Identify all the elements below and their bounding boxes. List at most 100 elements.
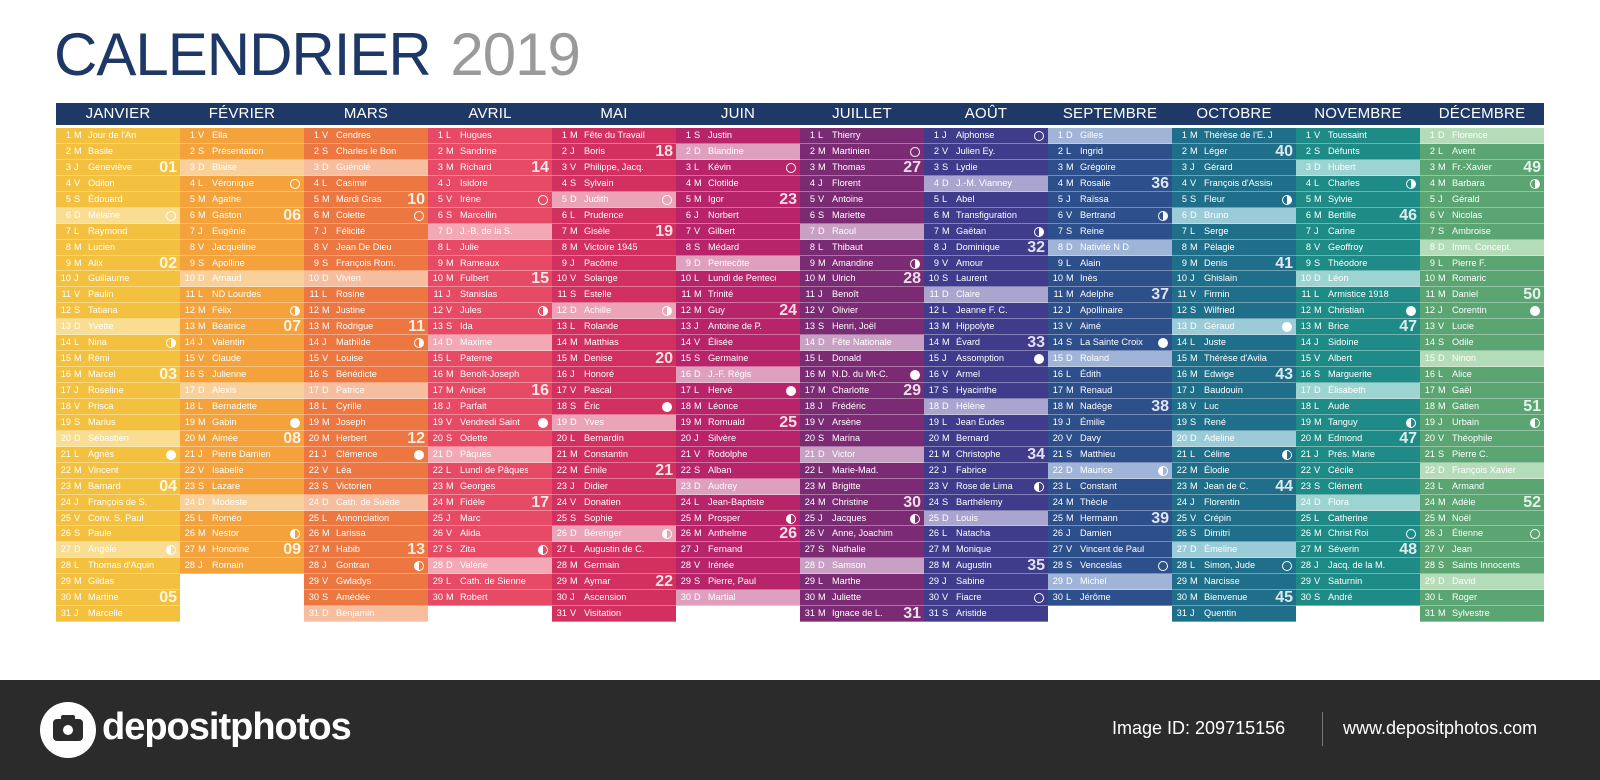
day-row: 22 M Élodie [1172, 462, 1296, 479]
day-row: 25 V Crépin [1172, 510, 1296, 527]
day-number: 15 [60, 353, 71, 364]
day-of-week: J [1066, 416, 1071, 427]
day-row: 29 D David [1420, 574, 1544, 591]
saint-name: ND Lourdes [212, 289, 262, 300]
saint-name: Hervé [708, 385, 733, 395]
saint-name: Audrey [708, 480, 738, 491]
day-number: 15 [184, 353, 195, 364]
day-number: 15 [556, 353, 567, 364]
saint-name: Jean-Baptiste [708, 496, 765, 507]
saint-name: Florent [832, 177, 861, 188]
saint-name: Isidore [460, 177, 488, 188]
saint-name: Matthieu [1080, 448, 1116, 459]
day-of-week: L [1066, 592, 1072, 603]
saint-name: Alain [1080, 257, 1101, 268]
day-number: 28 [928, 560, 939, 571]
moon-phase-icon [1034, 354, 1044, 365]
saint-name: Davy [1080, 432, 1101, 443]
saint-name: Donatien [584, 496, 621, 507]
day-row: 24 M Fidèle 17 [428, 494, 552, 511]
day-number: 16 [1424, 369, 1435, 380]
day-number: 12 [804, 305, 815, 316]
saint-name: Roger [1452, 592, 1478, 603]
moon-phase-icon [1282, 449, 1292, 460]
day-number: 29 [556, 576, 567, 587]
day-row: 24 J Florentin [1172, 494, 1296, 511]
day-number: 3 [809, 161, 815, 172]
day-of-week: M [1438, 400, 1446, 411]
day-row: 19 M Joseph [304, 414, 428, 431]
saint-name: Trinité [708, 289, 734, 300]
day-of-week: M [74, 576, 82, 587]
day-row: 8 M Pélagie [1172, 239, 1296, 256]
saint-name: Constant [1080, 480, 1117, 491]
day-of-week: M [942, 560, 950, 571]
day-row: 17 M Anicet 16 [428, 383, 552, 399]
day-number: 6 [437, 209, 443, 220]
day-row: 6 J Norbert [676, 207, 800, 224]
site-url-link[interactable]: www.depositphotos.com [1343, 718, 1538, 738]
saint-name: Gildas [88, 576, 115, 587]
day-row: 12 M Justine [304, 303, 428, 320]
saint-name: Agnès [88, 448, 115, 459]
day-row: 13 V Lucie [1420, 319, 1544, 336]
day-of-week: M [1066, 512, 1074, 523]
day-number: 11 [185, 289, 195, 300]
day-row: 27 L Augustin de C. [552, 542, 676, 559]
day-of-week: J [322, 337, 327, 348]
day-of-week: J [942, 464, 947, 475]
day-row: 30 M Martine 05 [56, 590, 180, 607]
saint-name: Rodrigue [336, 321, 374, 332]
day-number: 22 [1176, 464, 1187, 475]
saint-name: Géraud [1204, 321, 1235, 332]
day-row: 15 L Donald [800, 351, 924, 368]
day-row: 12 M Félix [180, 303, 304, 320]
day-row: 7 J Carine [1296, 223, 1420, 240]
day-row: 18 L Bernadette [180, 398, 304, 415]
day-number: 7 [65, 225, 71, 236]
day-number: 6 [685, 209, 691, 220]
saint-name: Fr.-Xavier [1452, 161, 1492, 172]
day-row: 17 D Patrice [304, 383, 428, 399]
day-of-week: D [322, 608, 329, 619]
day-of-week: M [322, 209, 330, 220]
day-row: 19 M Tanguy [1296, 414, 1420, 431]
day-row: 30 L Jérôme [1048, 590, 1172, 607]
day-row: 30 V Fiacre [924, 590, 1048, 607]
saint-name: Irène [460, 193, 481, 204]
day-row: 13 L Rolande [552, 319, 676, 336]
saint-name: Natacha [956, 528, 991, 539]
day-row: 15 D Roland [1048, 351, 1172, 368]
day-row: 14 J Mathilde [304, 335, 428, 352]
day-row: 17 D Alexis [180, 383, 304, 399]
day-of-week: S [942, 273, 949, 284]
day-row: 27 D Angèle [56, 542, 180, 559]
day-of-week: J [74, 161, 79, 172]
saint-name: Hélène [956, 400, 986, 411]
saint-name: François Rom. [336, 257, 396, 268]
day-row: 17 M Gaël [1420, 383, 1544, 399]
day-row: 11 J Benoît [800, 287, 924, 304]
day-row: 13 S Ida [428, 319, 552, 336]
day-number: 5 [437, 193, 443, 204]
day-row: 27 V Vincent de Paul [1048, 542, 1172, 559]
saint-name: Sandrine [460, 145, 497, 156]
day-number: 27 [308, 544, 319, 555]
day-number: 3 [437, 161, 443, 172]
saint-name: Marcel [88, 369, 116, 380]
day-number: 21 [556, 448, 567, 459]
saint-name: Pierre Damien [212, 448, 271, 459]
saint-name: Martine [88, 592, 119, 603]
day-row: 22 L Lundi de Pâques [428, 462, 552, 479]
day-row: 2 S Présentation [180, 143, 304, 160]
day-number: 15 [928, 353, 939, 364]
day-number: 28 [432, 560, 443, 571]
day-of-week: M [322, 321, 330, 332]
saint-name: Brigitte [832, 480, 861, 491]
saint-name: Achille [584, 305, 612, 316]
day-of-week: D [446, 560, 453, 571]
saint-name: Denis [1204, 257, 1228, 268]
day-number: 12 [1052, 305, 1063, 316]
day-row: 17 J Roseline [56, 383, 180, 399]
day-number: 13 [928, 321, 939, 332]
